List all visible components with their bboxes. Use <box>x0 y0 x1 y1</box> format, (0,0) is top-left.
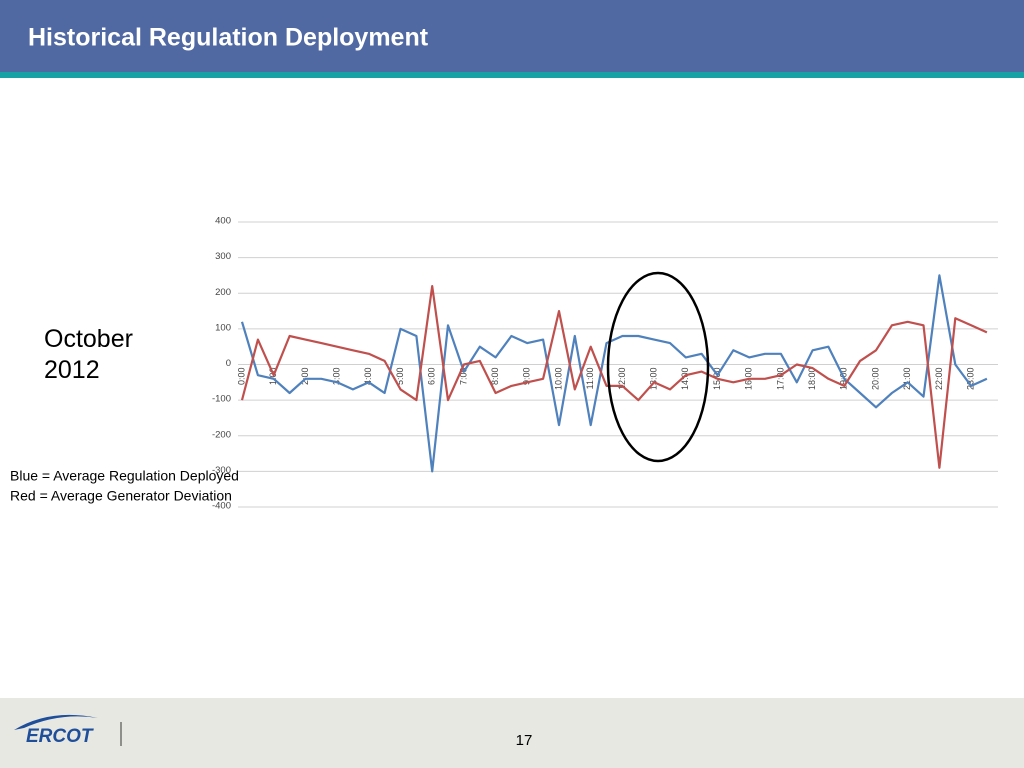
x-tick-label: 21:00 <box>902 368 912 391</box>
annotation: Blue = Average Regulation Deployed <box>10 468 239 484</box>
y-tick-label: 100 <box>215 322 231 333</box>
x-tick-label: 7:00 <box>458 368 468 386</box>
logo-swoosh <box>14 714 98 730</box>
x-tick-label: 22:00 <box>934 368 944 391</box>
slide-title: Historical Regulation Deployment <box>28 24 429 52</box>
x-tick-label: 6:00 <box>427 368 437 386</box>
x-tick-label: 4:00 <box>363 368 373 386</box>
footer-band <box>0 698 1024 768</box>
x-tick-label: 5:00 <box>395 368 405 386</box>
header-band <box>0 0 1024 72</box>
x-tick-label: 0:00 <box>236 368 246 386</box>
x-tick-label: 23:00 <box>965 368 975 391</box>
x-tick-label: 2:00 <box>300 368 310 386</box>
annotation: Red = Average Generator Deviation <box>10 488 232 504</box>
plot: -400 -300 -200 -100 0 100 200 300 400 0:00 1:00 2:0… <box>212 216 998 512</box>
highlight-ellipse <box>606 271 710 463</box>
logo: ERCOT <box>26 726 94 747</box>
series-line <box>240 274 988 473</box>
x-tick-label: 13:00 <box>648 368 658 391</box>
x-tick-label: 1:00 <box>268 368 278 386</box>
subtitle: October 2012 <box>44 325 133 384</box>
x-tick-label: 12:00 <box>617 368 627 391</box>
x-tick-label: 18:00 <box>807 368 817 391</box>
y-tick-label: -100 <box>212 394 231 405</box>
y-tick-label: 300 <box>215 251 231 262</box>
y-tick-label: -400 <box>212 501 231 512</box>
x-tick-label: 20:00 <box>870 368 880 391</box>
y-tick-label: 400 <box>215 216 231 227</box>
y-tick-label: -200 <box>212 429 231 440</box>
header-stripe <box>0 72 1024 78</box>
page-number: 17 <box>516 732 533 749</box>
x-tick-label: 3:00 <box>331 368 341 386</box>
x-tick-label: 17:00 <box>775 368 785 391</box>
x-tick-label: 11:00 <box>585 368 595 390</box>
subtitle-box: October 2012 <box>44 325 133 384</box>
x-tick-label: 14:00 <box>680 368 690 391</box>
y-tick-label: -300 <box>212 465 231 476</box>
series-line <box>240 285 988 469</box>
x-tick-label: 8:00 <box>490 368 500 386</box>
y-tick-label: 0 <box>226 358 231 369</box>
y-tick-label: 200 <box>215 287 231 298</box>
x-tick-label: 9:00 <box>522 368 532 386</box>
x-tick-label: 10:00 <box>553 368 563 391</box>
